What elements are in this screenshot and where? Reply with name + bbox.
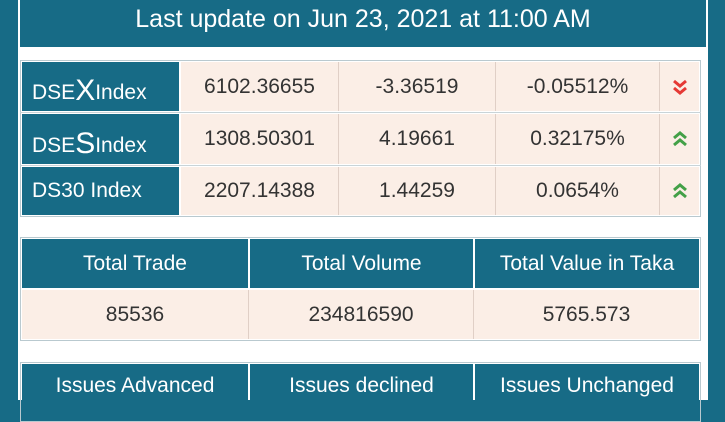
trend-cell-ds30 [660,167,699,215]
issues-declined-header: Issues declined [250,364,473,408]
index-table [20,60,701,217]
total-value-header: Total Value in Taka [475,239,699,288]
index-value-dsex: 6102.36655 [181,62,339,111]
trend-cell-dses [660,114,699,164]
index-name-dsex[interactable]: DSE X Index [22,62,179,111]
double-chevron-up-icon [672,183,687,199]
index-letter: X [75,74,96,107]
index-change-ds30: 1.44259 [339,167,496,215]
trend-cell-dsex [660,62,699,111]
double-chevron-up-icon [672,131,687,147]
index-suffix: Index [95,81,147,104]
index-name-ds30[interactable]: DS30 Index [22,167,179,215]
row-divider [20,165,701,166]
double-chevron-down-icon [672,79,687,95]
total-trade-value: 85536 [22,290,249,339]
last-update-header: Last update on Jun 23, 2021 at 11:00 AM [20,0,706,47]
index-percent-ds30: 0.0654% [496,167,660,215]
issues-unchanged-header: Issues Unchanged [475,364,699,408]
index-prefix: DSE [32,134,76,157]
total-value-value: 5765.573 [474,290,699,339]
index-value-dses: 1308.50301 [181,114,339,164]
index-name-dses[interactable]: DSE S Index [22,114,179,164]
index-prefix: DSE [32,81,76,104]
index-change-dsex: -3.36519 [339,62,496,111]
index-percent-dsex: -0.05512% [496,62,660,111]
index-suffix: Index [95,134,147,157]
total-trade-header: Total Trade [22,239,248,288]
index-prefix: DS30 Index [32,179,142,202]
index-letter: S [75,127,96,160]
index-change-dses: 4.19661 [339,114,496,164]
totals-table [20,237,701,341]
issues-advanced-header: Issues Advanced [22,364,248,408]
row-divider [20,112,701,113]
total-volume-value: 234816590 [249,290,474,339]
total-volume-header: Total Volume [250,239,473,288]
index-percent-dses: 0.32175% [496,114,660,164]
index-value-ds30: 2207.14388 [181,167,339,215]
